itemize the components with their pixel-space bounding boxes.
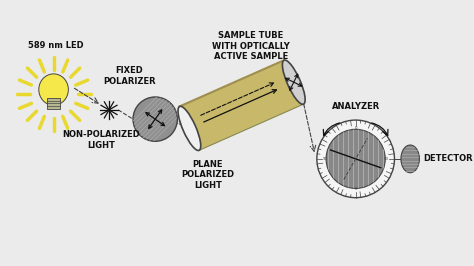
Polygon shape <box>180 60 303 150</box>
Bar <box>47 98 60 109</box>
Text: 90: 90 <box>323 157 328 161</box>
Text: 589 nm LED: 589 nm LED <box>27 41 83 50</box>
Circle shape <box>133 97 177 141</box>
Text: FIXED
POLARIZER: FIXED POLARIZER <box>103 66 155 86</box>
Text: 0: 0 <box>355 126 357 130</box>
Text: PLANE
POLARIZED
LIGHT: PLANE POLARIZED LIGHT <box>181 160 235 190</box>
Circle shape <box>326 129 385 188</box>
Text: 90: 90 <box>383 157 389 161</box>
Text: DETECTOR: DETECTOR <box>423 154 473 163</box>
Text: NON-POLARIZED
LIGHT: NON-POLARIZED LIGHT <box>63 130 140 150</box>
Circle shape <box>317 120 394 198</box>
Text: 0: 0 <box>355 187 357 191</box>
Ellipse shape <box>39 74 68 105</box>
Ellipse shape <box>401 145 419 173</box>
Ellipse shape <box>283 60 305 104</box>
Text: ANALYZER: ANALYZER <box>331 102 380 111</box>
Text: SAMPLE TUBE
WITH OPTICALLY
ACTIVE SAMPLE: SAMPLE TUBE WITH OPTICALLY ACTIVE SAMPLE <box>212 31 290 61</box>
Ellipse shape <box>178 106 201 151</box>
